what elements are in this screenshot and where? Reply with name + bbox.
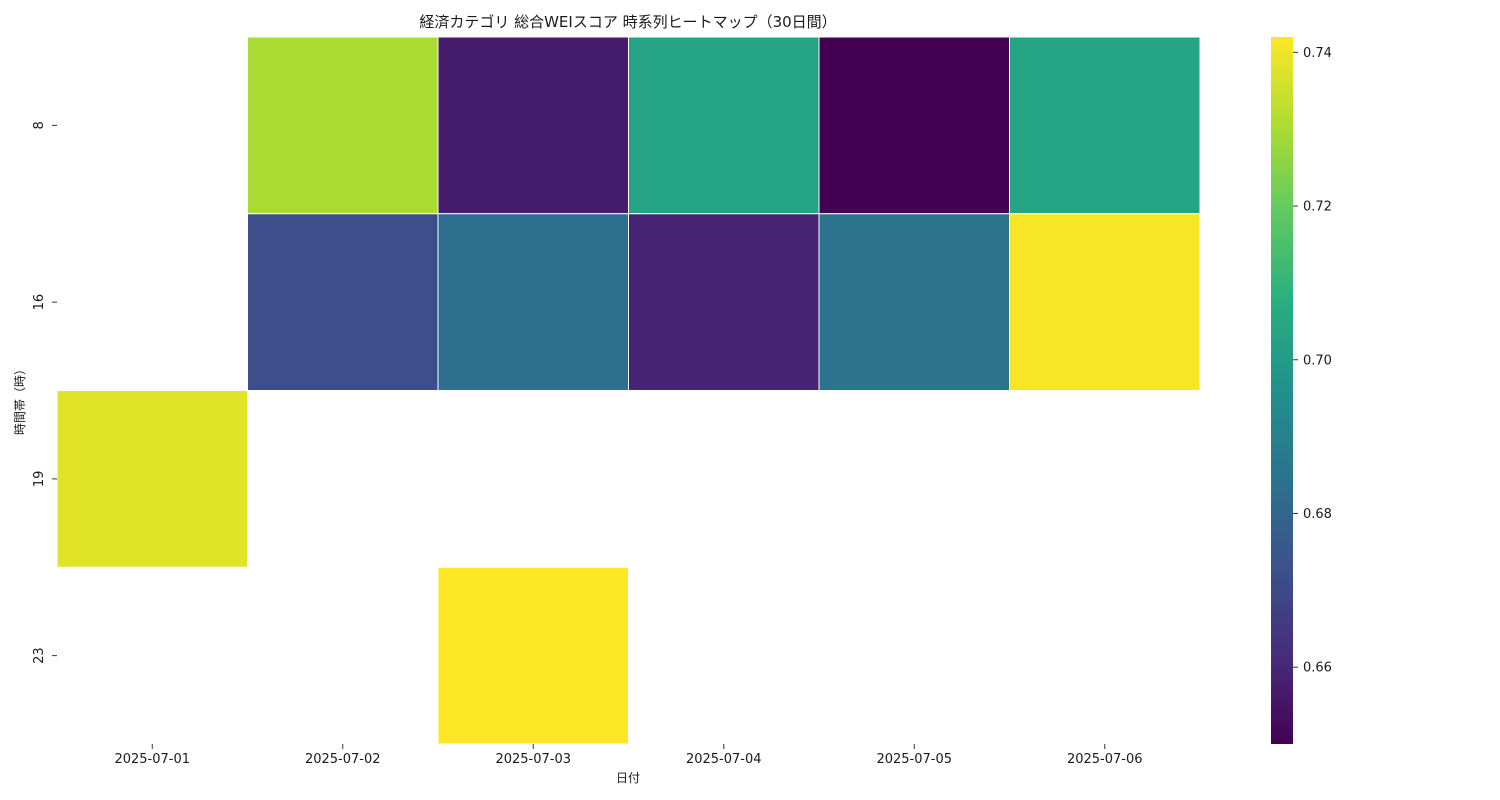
x-axis-ticks: 2025-07-01 2025-07-02 2025-07-03 2025-07-04…: [114, 744, 1143, 767]
heatmap-cell: [1009, 213, 1201, 391]
heatmap-cell: [247, 213, 439, 391]
heatmap-cell: [818, 36, 1010, 215]
heatmap-cell: [818, 213, 1010, 391]
x-axis-label: 日付: [616, 771, 640, 785]
x-tick-label: 2025-07-06: [1067, 752, 1143, 767]
colorbar-tick-label: 0.72: [1303, 200, 1332, 215]
heatmap-cell: [56, 390, 248, 568]
x-tick-label: 2025-07-04: [686, 752, 762, 767]
colorbar: [1271, 37, 1293, 744]
y-tick-label: 16: [32, 294, 47, 311]
heatmap-cell: [437, 36, 629, 215]
y-axis-label: 時間帯（時）: [13, 363, 27, 435]
colorbar-tick-label: 0.66: [1303, 661, 1332, 676]
y-tick-label: 19: [32, 471, 47, 488]
chart-title: 経済カテゴリ 総合WEIスコア 時系列ヒートマップ（30日間）: [419, 13, 836, 31]
heatmap-cell: [437, 213, 629, 391]
heatmap-cell: [1009, 36, 1201, 215]
y-tick-label: 8: [32, 121, 47, 129]
colorbar-tick-label: 0.74: [1303, 46, 1332, 61]
heatmap-cell: [247, 36, 439, 215]
heatmap-cells: [56, 36, 1201, 745]
heatmap-cell: [628, 213, 820, 391]
x-tick-label: 2025-07-03: [495, 752, 571, 767]
heatmap-cell: [628, 36, 820, 215]
colorbar-tick-label: 0.68: [1303, 507, 1332, 522]
y-axis-ticks: 8 16 19 23: [32, 121, 57, 664]
y-tick-label: 23: [32, 647, 47, 664]
x-tick-label: 2025-07-02: [305, 752, 381, 767]
heatmap-cell: [437, 566, 629, 745]
x-tick-label: 2025-07-05: [876, 752, 952, 767]
x-tick-label: 2025-07-01: [114, 752, 190, 767]
colorbar-tick-label: 0.70: [1303, 353, 1332, 368]
colorbar-ticks: 0.66 0.68 0.70 0.72 0.74: [1293, 46, 1332, 676]
